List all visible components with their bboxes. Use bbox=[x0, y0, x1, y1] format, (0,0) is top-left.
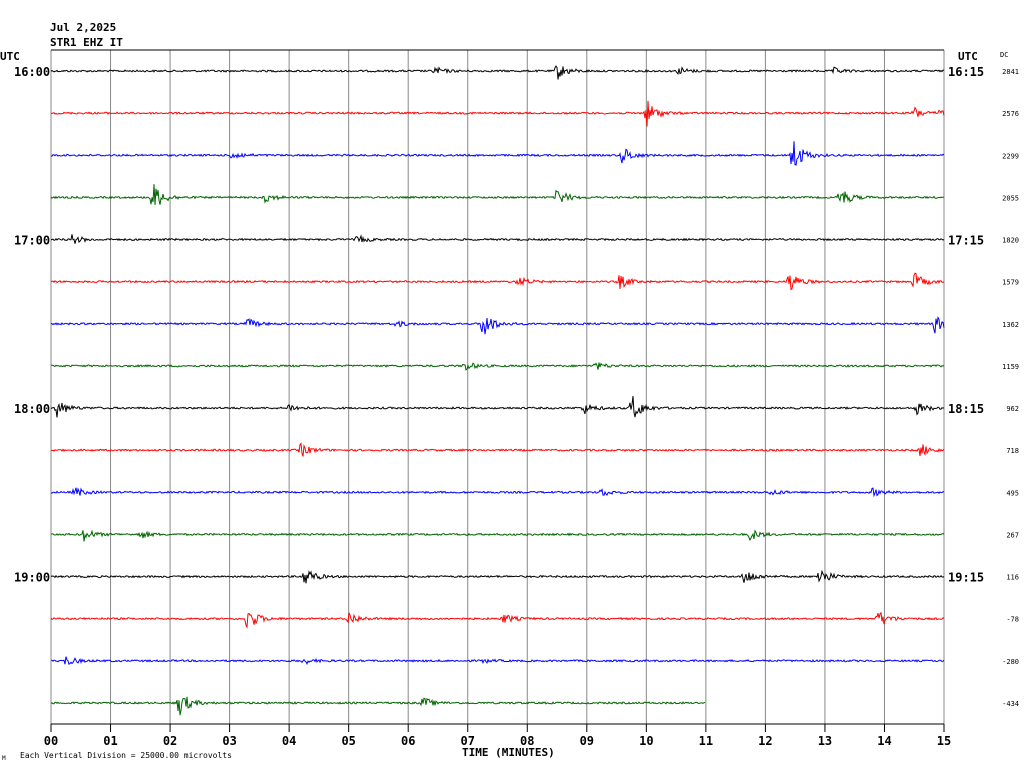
left-time-label: 16:00 bbox=[14, 65, 50, 79]
dc-value: 1820 bbox=[1002, 237, 1019, 245]
trace-line bbox=[50, 529, 945, 542]
trace-line bbox=[50, 100, 945, 127]
dc-value: 1159 bbox=[1002, 363, 1019, 371]
time-grid bbox=[50, 49, 945, 732]
dc-value: -434 bbox=[1002, 700, 1019, 708]
trace-line bbox=[50, 611, 945, 629]
trace-line bbox=[50, 442, 945, 457]
x-tick-label: 03 bbox=[222, 734, 236, 748]
trace-line bbox=[50, 65, 945, 80]
axis-labels: 00 01 02 03 04 05 06 07 08 09 10 11 12 13 14 15 16:00 16:… bbox=[14, 65, 1019, 748]
x-axis-title: TIME (MINUTES) bbox=[462, 746, 555, 759]
x-tick-label: 11 bbox=[699, 734, 713, 748]
x-tick-label: 06 bbox=[401, 734, 415, 748]
right-time-label: 16:15 bbox=[948, 65, 984, 79]
dc-value: 962 bbox=[1006, 405, 1019, 413]
trace-line bbox=[50, 234, 945, 244]
dc-value: 718 bbox=[1006, 447, 1019, 455]
left-time-label: 18:00 bbox=[14, 402, 50, 416]
trace-line bbox=[50, 396, 945, 418]
x-tick-label: 08 bbox=[520, 734, 534, 748]
x-tick-label: 05 bbox=[341, 734, 355, 748]
x-tick-label: 00 bbox=[44, 734, 58, 748]
right-time-label: 17:15 bbox=[948, 234, 984, 248]
x-tick-label: 13 bbox=[818, 734, 832, 748]
x-tick-label: 01 bbox=[103, 734, 117, 748]
x-tick-label: 09 bbox=[580, 734, 594, 748]
header-date: Jul 2,2025 bbox=[50, 21, 116, 34]
corner-mark: M bbox=[2, 755, 6, 762]
dc-value: 2841 bbox=[1002, 68, 1019, 76]
dc-value: 495 bbox=[1006, 489, 1019, 497]
trace-line bbox=[50, 569, 945, 584]
dc-value: -78 bbox=[1006, 616, 1019, 624]
x-tick-label: 15 bbox=[937, 734, 951, 748]
x-tick-label: 04 bbox=[282, 734, 296, 748]
dc-value: 116 bbox=[1006, 574, 1019, 582]
header-station: STR1 EHZ IT bbox=[50, 36, 123, 49]
trace-line bbox=[50, 315, 945, 335]
right-axis-title: UTC bbox=[958, 50, 978, 63]
x-tick-label: 12 bbox=[758, 734, 772, 748]
trace-line bbox=[50, 141, 945, 166]
x-tick-label: 07 bbox=[461, 734, 475, 748]
scale-note: Each Vertical Division = 25000.00 microv… bbox=[20, 751, 232, 760]
x-tick-label: 10 bbox=[639, 734, 653, 748]
dc-value: 2055 bbox=[1002, 194, 1019, 202]
trace-line bbox=[50, 272, 945, 291]
left-axis-title: UTC bbox=[0, 50, 20, 63]
right-time-label: 18:15 bbox=[948, 402, 984, 416]
trace-line bbox=[50, 184, 945, 205]
left-time-label: 19:00 bbox=[14, 571, 50, 585]
dc-value: 2576 bbox=[1002, 110, 1019, 118]
dc-value: 2299 bbox=[1002, 152, 1019, 160]
trace-line bbox=[50, 487, 945, 498]
trace-line bbox=[50, 362, 945, 371]
trace-line bbox=[50, 656, 945, 666]
dc-value: 1362 bbox=[1002, 321, 1019, 329]
x-tick-label: 14 bbox=[877, 734, 891, 748]
dc-value: 1579 bbox=[1002, 279, 1019, 287]
dc-value: -280 bbox=[1002, 658, 1019, 666]
seismic-traces bbox=[50, 65, 945, 716]
right-time-label: 19:15 bbox=[948, 571, 984, 585]
x-tick-label: 02 bbox=[163, 734, 177, 748]
dc-title: DC bbox=[1000, 51, 1008, 59]
left-time-label: 17:00 bbox=[14, 234, 50, 248]
dc-value: 267 bbox=[1006, 531, 1019, 539]
trace-line bbox=[50, 696, 706, 716]
